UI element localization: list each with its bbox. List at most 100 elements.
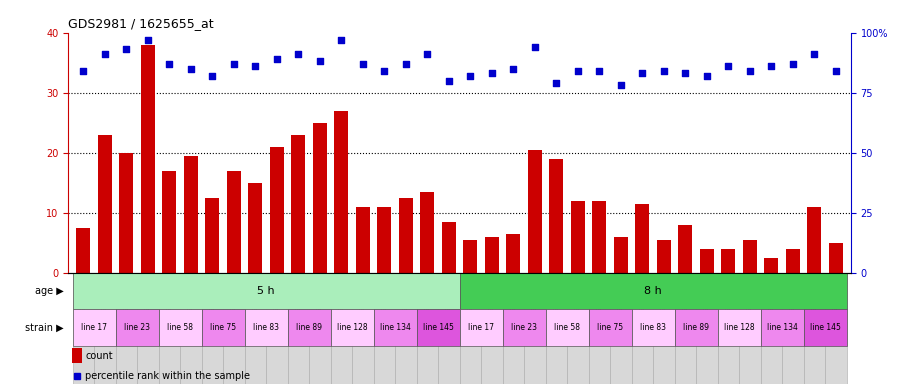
Bar <box>460 273 846 309</box>
Bar <box>141 45 155 273</box>
Text: 8 h: 8 h <box>644 286 662 296</box>
Text: line 58: line 58 <box>554 323 580 332</box>
Point <box>743 68 757 74</box>
Bar <box>485 237 499 273</box>
Point <box>528 44 542 50</box>
Bar <box>546 273 567 384</box>
Bar <box>614 237 628 273</box>
Text: line 145: line 145 <box>810 323 841 332</box>
Bar <box>610 273 632 384</box>
Point <box>506 66 521 72</box>
Bar <box>528 150 541 273</box>
Text: GDS2981 / 1625655_at: GDS2981 / 1625655_at <box>68 17 214 30</box>
Bar <box>632 273 653 384</box>
Bar <box>825 273 846 384</box>
Bar <box>395 273 417 384</box>
Bar <box>245 273 266 384</box>
Point <box>334 37 349 43</box>
Bar <box>460 309 502 346</box>
Bar <box>356 207 369 273</box>
Point <box>291 51 306 57</box>
Bar <box>420 192 434 273</box>
Point <box>312 58 327 65</box>
Text: line 128: line 128 <box>723 323 754 332</box>
Bar <box>782 273 804 384</box>
Text: line 145: line 145 <box>422 323 453 332</box>
Bar <box>589 309 632 346</box>
Bar <box>567 273 589 384</box>
Point <box>441 78 456 84</box>
Point <box>721 63 735 69</box>
Bar <box>291 135 305 273</box>
Bar <box>718 273 739 384</box>
Point <box>76 68 91 74</box>
Bar <box>807 207 822 273</box>
Point <box>184 66 198 72</box>
Point <box>700 73 714 79</box>
Bar <box>72 348 82 363</box>
Point <box>764 63 779 69</box>
Bar <box>829 243 843 273</box>
Bar <box>635 204 650 273</box>
Point <box>549 80 563 86</box>
Text: strain ▶: strain ▶ <box>25 322 64 333</box>
Bar <box>378 207 391 273</box>
Bar <box>417 273 438 384</box>
Bar <box>227 170 241 273</box>
Bar <box>373 309 417 346</box>
Bar <box>206 198 219 273</box>
Bar <box>116 309 158 346</box>
Bar <box>739 273 761 384</box>
Bar <box>438 273 460 384</box>
Text: line 58: line 58 <box>167 323 193 332</box>
Point <box>635 70 650 76</box>
Bar <box>764 258 778 273</box>
Point <box>807 51 822 57</box>
Point <box>205 73 219 79</box>
Bar <box>158 309 201 346</box>
Point <box>678 70 693 76</box>
Bar <box>804 273 825 384</box>
Bar <box>180 273 201 384</box>
Bar <box>73 309 116 346</box>
Bar <box>399 198 413 273</box>
Bar <box>201 273 223 384</box>
Text: line 17: line 17 <box>468 323 494 332</box>
Bar <box>201 309 245 346</box>
Bar <box>696 273 718 384</box>
Bar <box>223 273 245 384</box>
Bar <box>158 273 180 384</box>
Bar <box>674 309 718 346</box>
Bar <box>481 273 502 384</box>
Bar <box>506 233 521 273</box>
Bar <box>546 309 589 346</box>
Point <box>119 46 134 53</box>
Bar <box>76 228 90 273</box>
Bar <box>313 122 327 273</box>
Text: 5 h: 5 h <box>258 286 275 296</box>
Text: line 89: line 89 <box>296 323 322 332</box>
Bar <box>309 273 330 384</box>
Text: age ▶: age ▶ <box>35 286 64 296</box>
Bar <box>463 240 477 273</box>
Point <box>571 68 585 74</box>
Bar <box>743 240 757 273</box>
Bar <box>116 273 137 384</box>
Point <box>613 82 628 88</box>
Bar <box>571 200 585 273</box>
Text: line 23: line 23 <box>511 323 537 332</box>
Bar <box>184 156 197 273</box>
Bar <box>761 273 782 384</box>
Point <box>484 70 499 76</box>
Bar <box>352 273 373 384</box>
Bar <box>119 152 133 273</box>
Bar <box>162 170 177 273</box>
Bar <box>678 225 693 273</box>
Text: line 83: line 83 <box>640 323 666 332</box>
Bar <box>288 309 330 346</box>
Point <box>399 61 413 67</box>
Text: line 128: line 128 <box>337 323 368 332</box>
Bar <box>330 309 373 346</box>
Bar <box>417 309 460 346</box>
Bar <box>674 273 696 384</box>
